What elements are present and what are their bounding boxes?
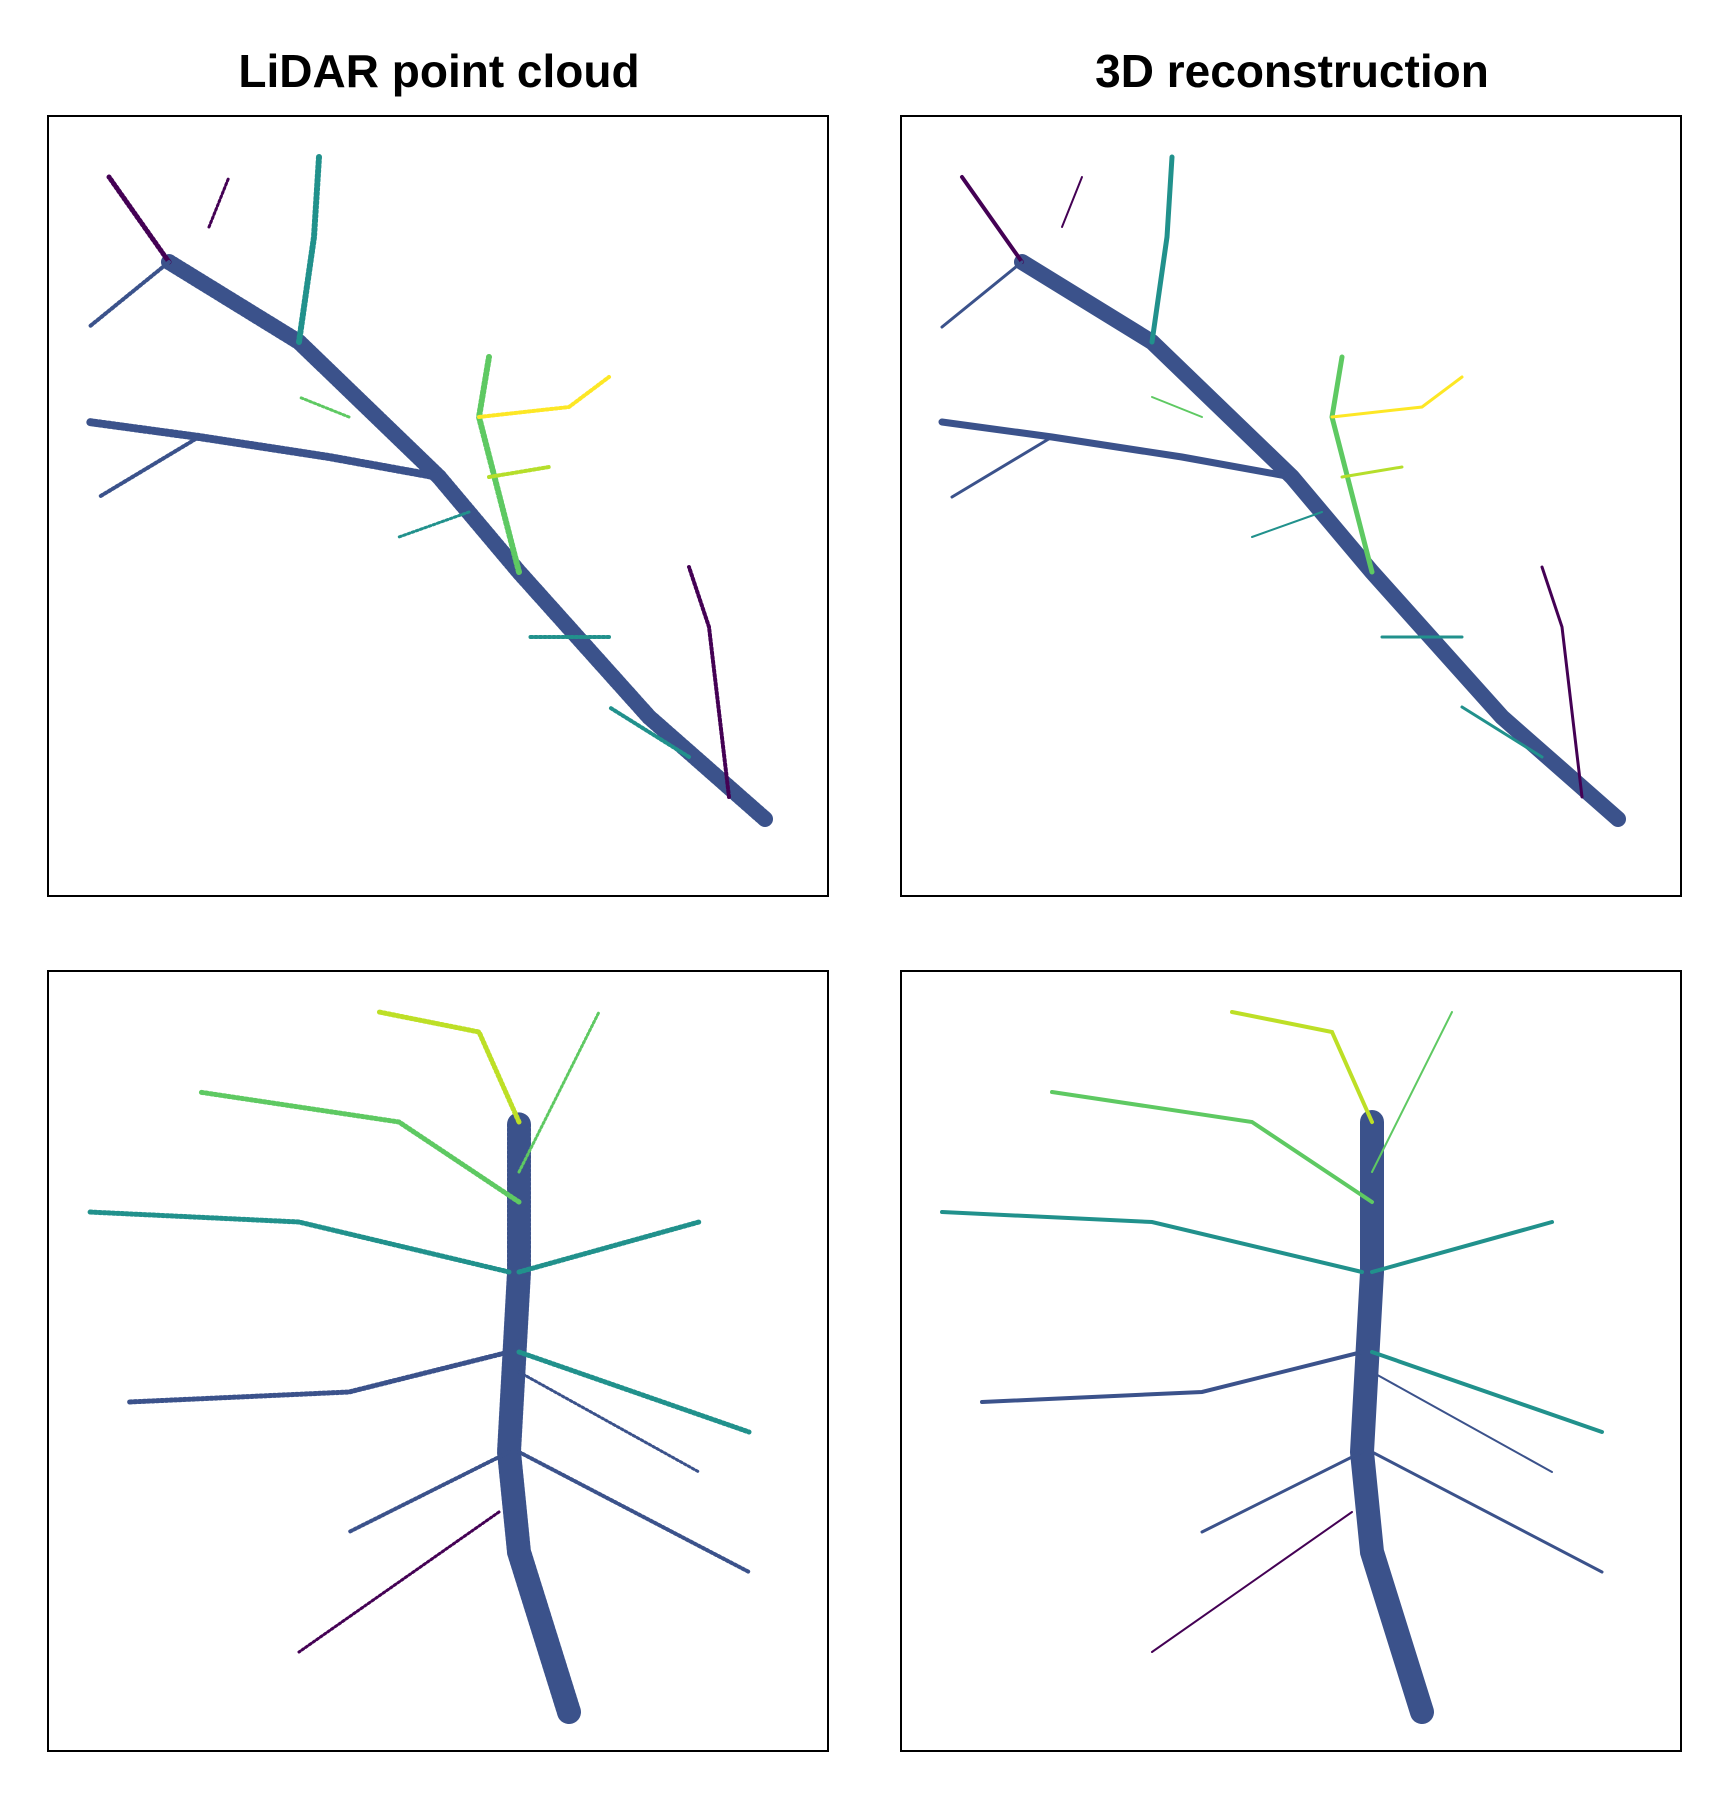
lidar-branch-render	[85, 154, 773, 827]
reconstruction-tree-render	[940, 1010, 1604, 1724]
reconstruction-branch-render	[938, 154, 1626, 827]
lidar-tree-render	[86, 1009, 752, 1724]
column-title-reconstruction: 3D reconstruction	[1095, 45, 1489, 97]
panel-lidar-tree	[47, 970, 829, 1752]
panel-lidar-branch	[47, 115, 829, 897]
panel-reconstruction-tree	[900, 970, 1682, 1752]
column-title-lidar: LiDAR point cloud	[238, 45, 640, 97]
panel-reconstruction-branch	[900, 115, 1682, 897]
